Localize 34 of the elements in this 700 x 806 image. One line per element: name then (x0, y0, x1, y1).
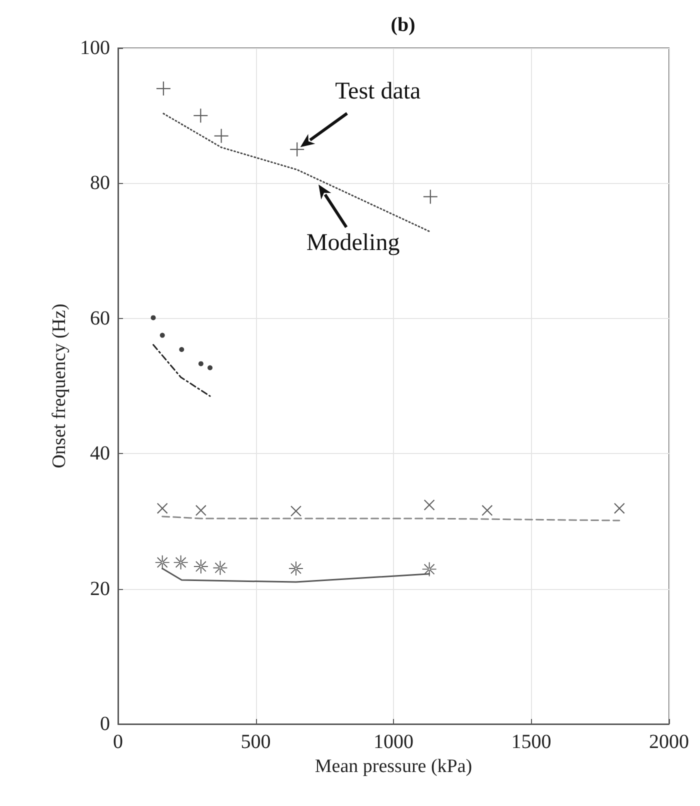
point (198, 361, 204, 366)
y-tick-label: 40 (90, 442, 110, 465)
point (160, 332, 165, 338)
x-axis-title: Mean pressure (kPa) (314, 756, 472, 777)
y-axis-title: Onset frequency (Hz) (49, 304, 70, 468)
point (196, 505, 206, 516)
point (155, 555, 170, 570)
point (290, 506, 302, 516)
x-tick-label: 1000 (374, 731, 414, 753)
y-tick-label: 20 (90, 578, 110, 600)
point (208, 365, 213, 370)
y-tick-label: 60 (90, 307, 110, 330)
line-series (162, 112, 432, 233)
x-tick-label: 500 (240, 731, 271, 753)
x-tick-label: 2000 (649, 731, 689, 753)
annotation: Modeling (306, 230, 400, 256)
point (614, 503, 625, 514)
point (213, 560, 228, 575)
chart-title: (b) (390, 14, 416, 36)
point (422, 562, 436, 576)
point (194, 559, 208, 574)
y-tick-label: 100 (80, 37, 110, 59)
point (174, 555, 188, 570)
point (482, 505, 493, 516)
y-tick-label: 80 (90, 172, 110, 194)
point (150, 315, 156, 320)
annotation: Test data (335, 78, 422, 104)
point (157, 503, 168, 514)
point (423, 190, 438, 204)
point (179, 346, 184, 352)
point (288, 562, 303, 576)
x-tick-label: 1500 (511, 731, 552, 753)
y-tick-label: 0 (100, 713, 110, 735)
point (424, 500, 435, 510)
